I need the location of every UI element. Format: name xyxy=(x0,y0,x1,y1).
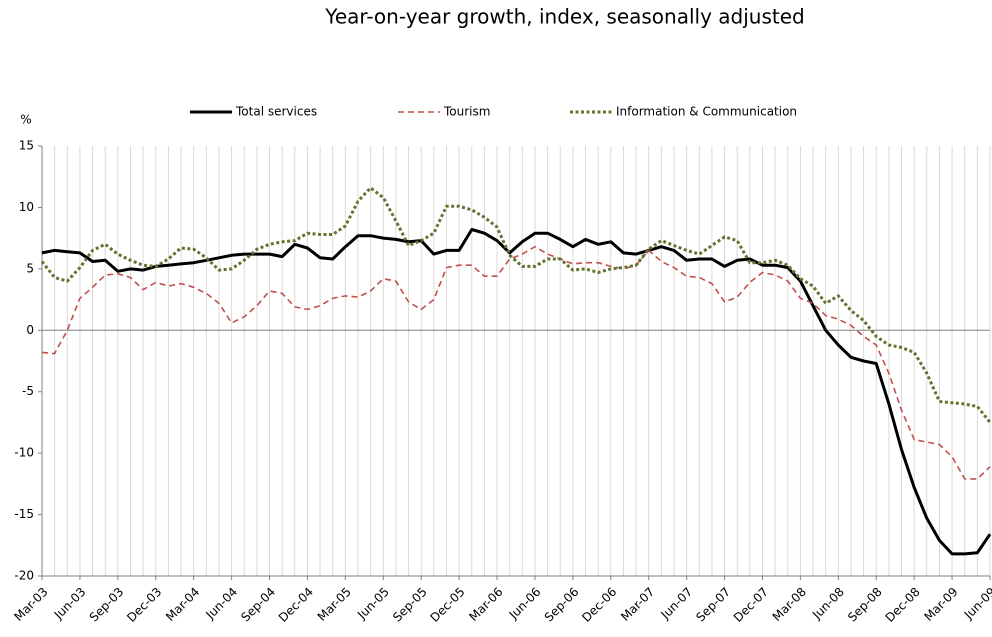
x-tick-label: Sep-05 xyxy=(390,585,430,625)
x-tick-label: Mar-07 xyxy=(618,585,657,624)
x-tick-label: Jun-09 xyxy=(961,585,992,623)
y-axis-label: % xyxy=(20,113,31,127)
x-tick-label: Sep-03 xyxy=(87,585,127,625)
x-tick-label: Dec-05 xyxy=(428,585,468,625)
x-tick-label: Jun-03 xyxy=(51,585,89,623)
x-tick-label: Mar-05 xyxy=(315,585,354,624)
y-tick-label: -20 xyxy=(14,569,34,583)
x-tick-label: Sep-06 xyxy=(542,585,582,625)
x-tick-label: Mar-06 xyxy=(466,585,505,624)
x-tick-label: Sep-08 xyxy=(845,585,885,625)
y-tick-label: 5 xyxy=(26,261,34,275)
x-tick-label: Jun-04 xyxy=(202,585,240,623)
x-tick-label: Mar-09 xyxy=(921,585,960,624)
x-tick-label: Jun-05 xyxy=(354,585,392,623)
series-line xyxy=(41,245,991,480)
legend-label: Total services xyxy=(235,105,317,119)
y-tick-label: -5 xyxy=(22,384,34,398)
x-tick-label: Dec-07 xyxy=(731,585,771,625)
x-tick-label: Dec-08 xyxy=(883,585,923,625)
x-tick-label: Jun-06 xyxy=(506,585,544,623)
y-tick-label: -15 xyxy=(14,507,34,521)
x-tick-label: Sep-04 xyxy=(238,585,278,625)
x-tick-label: Mar-08 xyxy=(770,585,809,624)
y-tick-label: -10 xyxy=(14,446,34,460)
x-tick-label: Dec-04 xyxy=(276,585,316,625)
x-tick-label: Jun-08 xyxy=(809,585,847,623)
chart-title: Year-on-year growth, index, seasonally a… xyxy=(324,5,804,29)
series-line xyxy=(41,228,992,556)
y-tick-label: 0 xyxy=(26,323,34,337)
x-tick-label: Mar-04 xyxy=(163,585,202,624)
x-tick-label: Dec-03 xyxy=(124,585,164,625)
y-tick-label: 15 xyxy=(19,139,34,153)
legend-label: Information & Communication xyxy=(616,105,797,119)
x-tick-label: Jun-07 xyxy=(658,585,696,623)
x-tick-label: Mar-03 xyxy=(11,585,50,624)
x-tick-label: Sep-07 xyxy=(693,585,733,625)
series-line xyxy=(40,186,992,424)
x-tick-label: Dec-06 xyxy=(579,585,619,625)
legend-label: Tourism xyxy=(443,105,490,119)
y-tick-label: 10 xyxy=(19,200,34,214)
